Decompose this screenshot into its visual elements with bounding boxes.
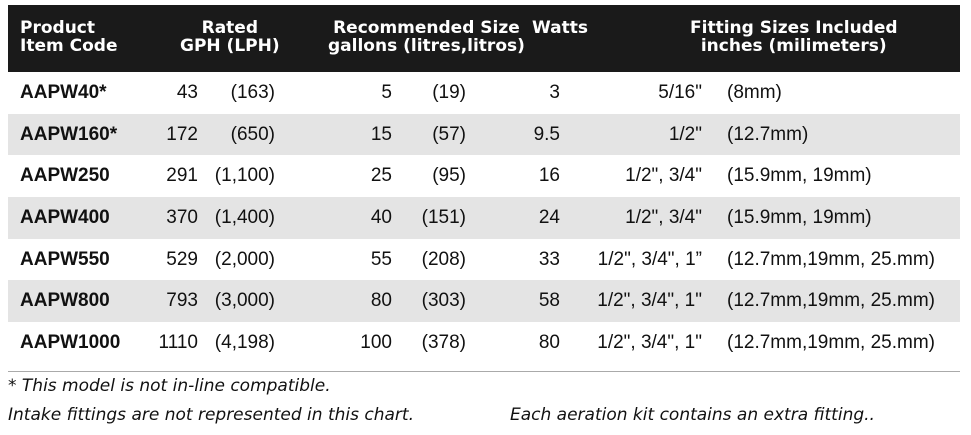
cell-fitting-in: 1/2", 3/4", 1” (597, 248, 702, 270)
cell-fitting-mm: (12.7mm,19mm, 25.mm) (727, 248, 935, 270)
cell-fitting-in: 1/2", 3/4", 1" (597, 331, 702, 353)
note-intake: Intake fittings are not represented in t… (8, 405, 414, 425)
cell-fitting-in: 1/2" (668, 123, 702, 145)
cell-item-code: AAPW160* (20, 123, 118, 145)
cell-litres: (151) (421, 206, 466, 228)
cell-watts: 3 (549, 81, 560, 103)
cell-gallons: 100 (360, 331, 392, 353)
table-header: Product Item Code Rated GPH (LPH) Recomm… (8, 5, 960, 72)
cell-watts: 24 (538, 206, 560, 228)
cell-watts: 16 (538, 165, 560, 187)
cell-lph: (4,198) (214, 331, 275, 353)
cell-lph: (163) (230, 81, 275, 103)
cell-gph: 370 (166, 206, 198, 228)
cell-item-code: AAPW250 (20, 165, 110, 187)
cell-gph: 1110 (158, 331, 198, 353)
cell-gph: 793 (166, 290, 198, 312)
cell-fitting-in: 1/2", 3/4", 1" (597, 290, 702, 312)
cell-lph: (1,100) (214, 165, 275, 187)
table-row: AAPW250 291 (1,100) 25 (95) 16 1/2", 3/4" (15.9… (8, 155, 960, 197)
cell-fitting-mm: (15.9mm, 19mm) (727, 165, 872, 187)
cell-gph: 172 (166, 123, 198, 145)
table-body: AAPW40* 43 (163) 5 (19) 3 5/16" (8mm) AAPW160* 17… (8, 72, 960, 364)
cell-item-code: AAPW400 (20, 206, 110, 228)
product-table: Product Item Code Rated GPH (LPH) Recomm… (8, 5, 960, 364)
cell-gallons: 5 (381, 81, 392, 103)
table-row: AAPW800 793 (3,000) 80 (303) 58 1/2", 3/4", 1"… (8, 280, 960, 323)
cell-watts: 9.5 (533, 123, 560, 145)
cell-litres: (378) (421, 331, 466, 353)
cell-fitting-mm: (12.7mm) (727, 123, 809, 145)
cell-lph: (2,000) (214, 248, 275, 270)
cell-fitting-in: 5/16" (658, 81, 702, 103)
cell-item-code: AAPW1000 (20, 331, 121, 353)
cell-fitting-in: 1/2", 3/4" (625, 165, 702, 187)
note-asterisk: * This model is not in-line compatible. (8, 376, 331, 396)
cell-fitting-mm: (15.9mm, 19mm) (727, 206, 872, 228)
cell-watts: 33 (538, 248, 560, 270)
cell-gph: 43 (176, 81, 198, 103)
cell-item-code: AAPW550 (20, 248, 110, 270)
note-extra-fitting: Each aeration kit contains an extra fitt… (510, 405, 875, 425)
cell-item-code: AAPW800 (20, 290, 110, 312)
cell-gallons: 55 (370, 248, 392, 270)
header-fitting-sizes: Fitting Sizes Included inches (milimeter… (690, 18, 898, 56)
cell-fitting-mm: (12.7mm,19mm, 25.mm) (727, 290, 935, 312)
header-recommended-size: Recommended Size gallons (litres,litros) (328, 18, 525, 56)
cell-litres: (303) (421, 290, 466, 312)
cell-watts: 58 (538, 290, 560, 312)
cell-gallons: 40 (370, 206, 392, 228)
table-row: AAPW160* 172 (650) 15 (57) 9.5 1/2" (12.7mm) (8, 113, 960, 156)
cell-gallons: 15 (370, 123, 392, 145)
cell-litres: (95) (432, 165, 466, 187)
cell-litres: (57) (432, 123, 466, 145)
table-bottom-rule (8, 371, 960, 372)
cell-fitting-in: 1/2", 3/4" (625, 206, 702, 228)
header-item-code: Product Item Code (20, 18, 118, 56)
cell-gph: 291 (166, 165, 198, 187)
table-row: AAPW550 529 (2,000) 55 (208) 33 1/2", 3/4", 1”… (8, 239, 960, 281)
cell-litres: (208) (421, 248, 466, 270)
cell-watts: 80 (538, 331, 560, 353)
cell-gph: 529 (166, 248, 198, 270)
cell-litres: (19) (432, 81, 466, 103)
cell-gallons: 25 (370, 165, 392, 187)
header-watts: Watts (532, 18, 588, 38)
cell-fitting-mm: (8mm) (727, 81, 782, 103)
cell-lph: (3,000) (214, 290, 275, 312)
cell-item-code: AAPW40* (20, 81, 107, 103)
table-row: AAPW1000 1110 (4,198) 100 (378) 80 1/2", 3/4",… (8, 322, 960, 364)
cell-gallons: 80 (370, 290, 392, 312)
table-row: AAPW40* 43 (163) 5 (19) 3 5/16" (8mm) (8, 72, 960, 114)
cell-lph: (650) (230, 123, 275, 145)
cell-lph: (1,400) (214, 206, 275, 228)
table-row: AAPW400 370 (1,400) 40 (151) 24 1/2", 3/4" (15.… (8, 197, 960, 239)
cell-fitting-mm: (12.7mm,19mm, 25.mm) (727, 331, 935, 353)
header-rated-gph: Rated GPH (LPH) (180, 18, 280, 56)
